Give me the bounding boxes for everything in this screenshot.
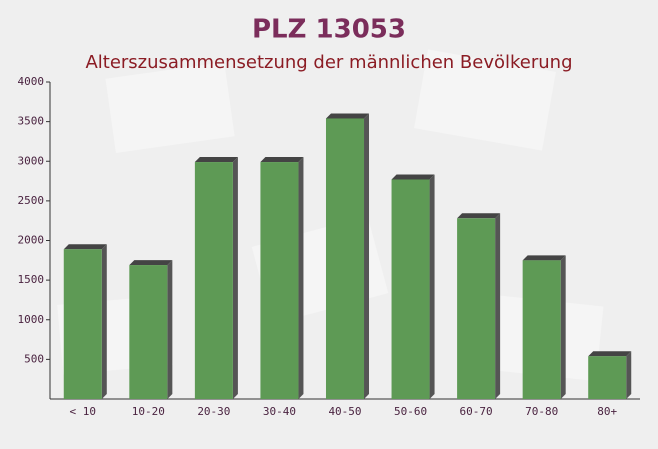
bar-top (260, 157, 304, 163)
bar-side (167, 260, 173, 399)
y-tick-label: 1000 (18, 313, 45, 326)
x-tick-label: 20-30 (197, 405, 230, 418)
bar-side (298, 157, 304, 399)
y-tick-label: 2000 (18, 234, 45, 247)
bar-side (364, 113, 370, 399)
bar-side (232, 157, 238, 399)
bar (522, 260, 561, 399)
bar-top (588, 351, 632, 357)
x-tick-label: < 10 (70, 405, 97, 418)
bar-side (495, 213, 501, 399)
x-tick-label: 60-70 (460, 405, 493, 418)
bar (63, 249, 102, 399)
bar-side (560, 255, 566, 399)
y-tick-label: 500 (24, 352, 44, 365)
bar (391, 179, 430, 399)
bar-side (429, 174, 435, 399)
bar (260, 162, 299, 399)
x-tick-label: 50-60 (394, 405, 427, 418)
bar-side (101, 244, 107, 399)
bar-top (63, 244, 107, 250)
x-tick-label: 70-80 (525, 405, 558, 418)
bar-top (129, 260, 173, 266)
bar (129, 265, 168, 399)
bar (588, 356, 627, 399)
y-tick-label: 3000 (18, 154, 45, 167)
bar-side (626, 351, 632, 399)
bar-top (194, 157, 238, 163)
bar (325, 118, 365, 399)
y-tick-label: 3500 (18, 115, 45, 128)
x-tick-label: 80+ (597, 405, 617, 418)
bar-top (391, 174, 435, 180)
x-tick-label: 40-50 (328, 405, 361, 418)
y-tick-label: 4000 (18, 75, 45, 88)
bar-top (457, 213, 501, 219)
chart-subtitle: Alterszusammensetzung der männlichen Bev… (85, 52, 572, 73)
bar-top (325, 113, 370, 119)
bar-top (522, 255, 566, 261)
x-tick-label: 30-40 (263, 405, 296, 418)
bar (194, 162, 233, 399)
y-tick-label: 2500 (18, 194, 45, 207)
x-tick-label: 10-20 (132, 405, 165, 418)
y-tick-label: 1500 (18, 273, 45, 286)
chart-title: PLZ 13053 (252, 15, 406, 45)
bar (457, 218, 496, 399)
